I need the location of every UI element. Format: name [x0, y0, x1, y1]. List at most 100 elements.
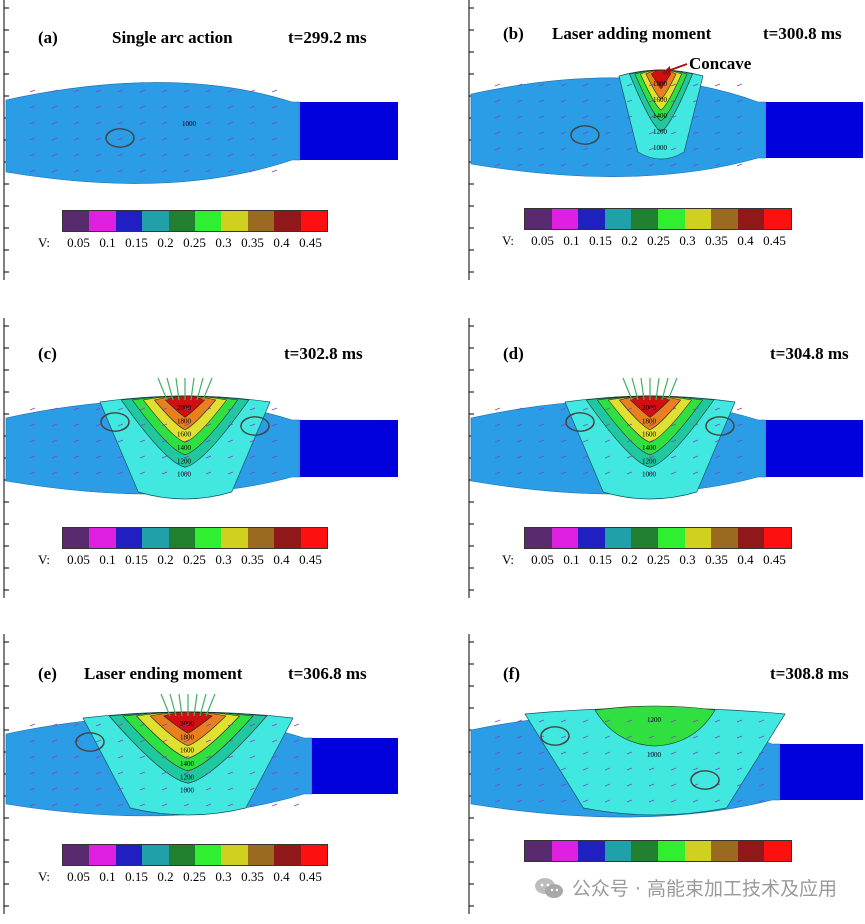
contour-label: 1400 [180, 760, 195, 768]
velocity-arrow [516, 783, 523, 787]
velocity-arrow [51, 755, 58, 759]
velocity-arrow [73, 455, 80, 459]
velocity-arrow [161, 471, 168, 475]
velocity-arrow [758, 767, 765, 771]
velocity-arrow [516, 99, 523, 103]
velocity-arrow [516, 115, 523, 119]
velocity-arrow [51, 153, 58, 157]
legend-swatch [247, 211, 275, 231]
flow-vortex [705, 417, 735, 436]
velocity-arrow [560, 407, 567, 411]
panel-time: t=300.8 ms [763, 24, 842, 43]
flow-vortex [100, 413, 130, 432]
velocity-arrow [626, 423, 633, 427]
velocity-arrow [692, 163, 699, 167]
velocity-arrow [271, 407, 278, 411]
velocity-arrow [29, 89, 36, 93]
velocity-arrow [227, 771, 234, 775]
panel-tag: (c) [38, 344, 57, 363]
surface-jet [622, 377, 633, 401]
velocity-arrow [227, 105, 234, 109]
legend-swatch [764, 209, 791, 229]
velocity-arrow [73, 105, 80, 109]
velocity-arrow [494, 471, 501, 475]
velocity-arrow [626, 719, 633, 723]
velocity-arrow [139, 455, 146, 459]
legend-swatch [142, 845, 169, 865]
velocity-arrow [516, 83, 523, 87]
contour-label: 1800 [177, 417, 192, 425]
velocity-arrow [582, 471, 589, 475]
velocity-arrow [582, 799, 589, 803]
velocity-arrow [516, 455, 523, 459]
velocity-arrow [117, 169, 124, 173]
legend-value: 0.1 [99, 869, 116, 884]
legend-swatch [684, 528, 712, 548]
velocity-arrow [648, 783, 655, 787]
velocity-arrow [494, 147, 501, 151]
velocity-arrow [736, 471, 743, 475]
velocity-arrow [516, 719, 523, 723]
velocity-arrow [538, 99, 545, 103]
velocity-arrow [582, 719, 589, 723]
velocity-arrow [714, 115, 721, 119]
legend-swatch [684, 841, 712, 861]
velocity-arrow [183, 423, 190, 427]
velocity-legend [524, 840, 792, 862]
velocity-arrow [95, 169, 102, 173]
velocity-arrow [51, 739, 58, 743]
legend-value: 0.35 [241, 235, 264, 250]
surface-jet [157, 377, 168, 401]
solid-region [766, 102, 863, 158]
contour-label: 1800 [653, 80, 668, 88]
velocity-arrow [29, 121, 36, 125]
legend-swatch [631, 528, 658, 548]
velocity-arrow [227, 439, 234, 443]
velocity-arrow [227, 755, 234, 759]
velocity-arrow [161, 803, 168, 807]
velocity-arrow [205, 423, 212, 427]
velocity-arrow [758, 783, 765, 787]
velocity-arrow [73, 471, 80, 475]
panel-tag: (d) [503, 344, 524, 363]
velocity-arrow [51, 137, 58, 141]
velocity-arrow [73, 121, 80, 125]
velocity-arrow [29, 105, 36, 109]
velocity-arrow [183, 153, 190, 157]
panel-c: 2000 1800 1600 1400 1200 1000 (c) t=302.8 ms [0, 318, 420, 608]
velocity-arrow [714, 99, 721, 103]
velocity-arrow [205, 455, 212, 459]
solid-region [300, 102, 398, 160]
velocity-arrow [626, 115, 633, 119]
velocity-arrow [714, 423, 721, 427]
legend-value: 0.3 [215, 235, 232, 250]
legend-swatch [525, 528, 552, 548]
panel-tag: (a) [38, 28, 58, 47]
velocity-arrow [95, 423, 102, 427]
velocity-arrow [117, 803, 124, 807]
wechat-icon [534, 877, 564, 899]
velocity-arrow [758, 751, 765, 755]
velocity-arrow [670, 455, 677, 459]
legend-swatch [274, 211, 301, 231]
velocity-arrow [183, 739, 190, 743]
contour-label: 1400 [177, 444, 192, 452]
velocity-arrow [648, 83, 655, 87]
velocity-arrow [538, 455, 545, 459]
velocity-arrow [538, 751, 545, 755]
solid-region [312, 738, 398, 794]
velocity-arrow [714, 163, 721, 167]
velocity-arrow [714, 131, 721, 135]
velocity-arrow [117, 723, 124, 727]
velocity-arrow [670, 719, 677, 723]
velocity-arrow [516, 767, 523, 771]
velocity-arrow [117, 439, 124, 443]
velocity-arrow [560, 799, 567, 803]
velocity-arrow [139, 89, 146, 93]
legend-value: 0.1 [563, 552, 580, 567]
velocity-arrow [139, 423, 146, 427]
legend-swatch [168, 845, 196, 865]
legend-swatch [657, 841, 685, 861]
velocity-arrow [249, 121, 256, 125]
velocity-arrow [205, 471, 212, 475]
